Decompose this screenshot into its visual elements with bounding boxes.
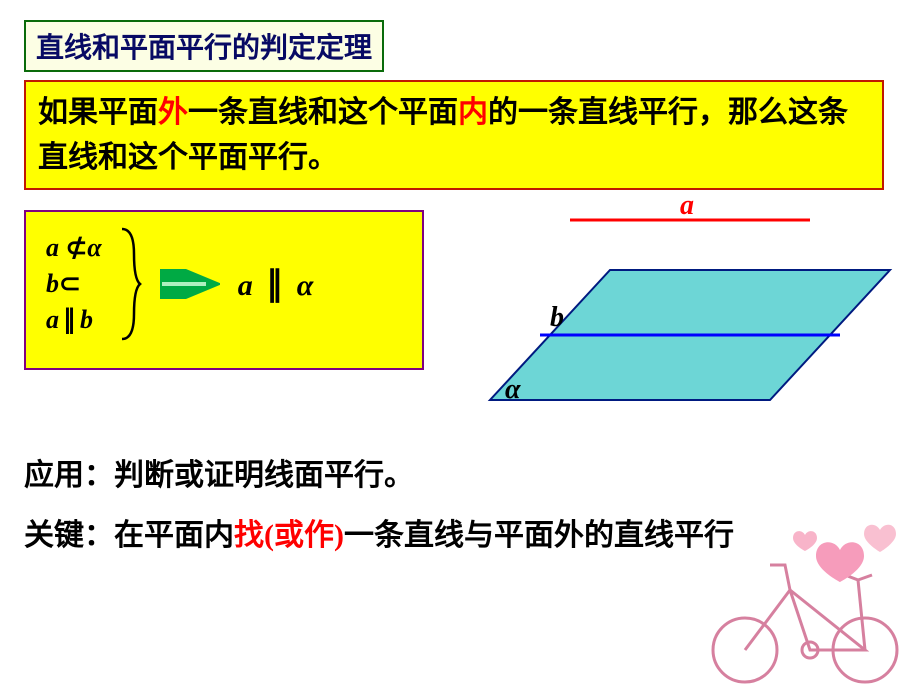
conditions-box: a ⊄α b⊂ a∥b a ∥ α — [24, 210, 424, 370]
label-alpha: α — [505, 374, 521, 405]
key-line: 关键：在平面内找(或作)一条直线与平面外的直线平行 — [24, 510, 734, 554]
hearts-icon — [793, 525, 896, 582]
app-label: 应用： — [24, 459, 114, 492]
cond-a: a — [46, 233, 59, 262]
subset-icon: ⊂ — [59, 269, 81, 298]
theorem-seg1: 如果平面 — [38, 96, 158, 129]
theorem-seg4: 内 — [458, 96, 488, 129]
cond-line3: a∥b — [46, 305, 102, 335]
res-a: a — [238, 269, 253, 302]
res-parallel-icon: ∥ — [266, 266, 283, 303]
key-label: 关键： — [24, 519, 114, 552]
application-line: 应用：判断或证明线面平行。 — [24, 450, 414, 494]
label-a: a — [680, 200, 694, 221]
brace-icon — [120, 224, 142, 344]
not-subset-icon: ⊄ — [66, 233, 88, 262]
parallel-icon: ∥ — [63, 305, 76, 334]
theorem-seg2: 外 — [158, 96, 188, 129]
theorem-statement: 如果平面外一条直线和这个平面内的一条直线平行，那么这条直线和这个平面平行。 — [24, 80, 884, 190]
conditions-list: a ⊄α b⊂ a∥b — [46, 227, 102, 341]
cond-b2: b — [80, 305, 93, 334]
key-seg3: 一条直线与平面外的直线平行 — [344, 519, 734, 552]
app-text: 判断或证明线面平行。 — [114, 459, 414, 492]
cond-line2: b⊂ — [46, 269, 102, 299]
title-text: 直线和平面平行的判定定理 — [36, 33, 372, 64]
cond-alpha1: α — [87, 233, 101, 262]
label-b: b — [550, 302, 564, 333]
res-alpha: α — [297, 269, 314, 302]
key-seg1: 在平面内 — [114, 519, 234, 552]
theorem-title: 直线和平面平行的判定定理 — [24, 20, 384, 72]
key-seg2: 找(或作) — [234, 519, 344, 552]
decoration-bicycle — [690, 510, 920, 690]
cond-line1: a ⊄α — [46, 233, 102, 263]
arrow-icon — [160, 269, 220, 299]
cond-b: b — [46, 269, 59, 298]
theorem-seg3: 一条直线和这个平面 — [188, 96, 458, 129]
cond-result: a ∥ α — [238, 264, 314, 304]
cond-a2: a — [46, 305, 59, 334]
plane-diagram: a b α — [450, 200, 900, 430]
